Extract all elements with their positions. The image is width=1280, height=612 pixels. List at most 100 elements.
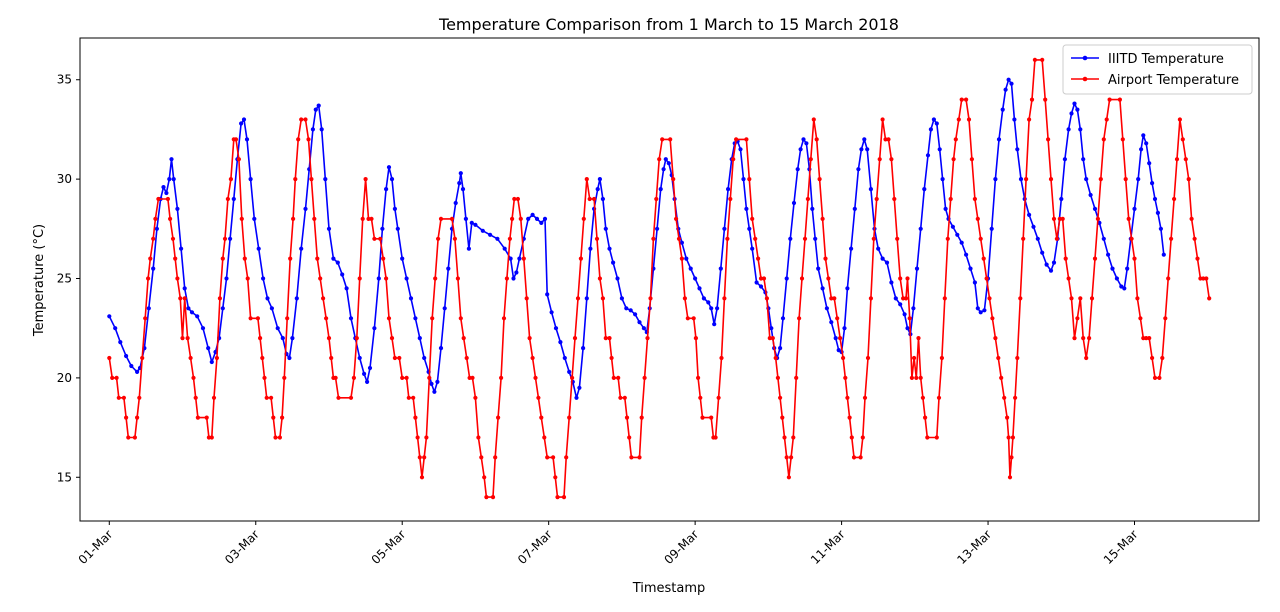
data-point xyxy=(233,137,239,142)
data-point xyxy=(365,379,370,384)
data-point xyxy=(808,157,813,162)
data-point xyxy=(419,475,425,480)
data-point xyxy=(845,395,850,400)
data-point xyxy=(508,256,513,261)
data-point xyxy=(135,369,140,374)
data-point xyxy=(408,296,414,301)
legend-marker xyxy=(1082,76,1088,82)
data-point xyxy=(1010,435,1016,440)
data-point xyxy=(309,177,314,182)
data-point xyxy=(679,256,685,261)
data-point xyxy=(1155,210,1160,215)
data-point xyxy=(499,375,504,380)
data-point xyxy=(1003,87,1008,92)
data-point xyxy=(404,375,409,380)
data-point xyxy=(835,316,840,321)
data-point xyxy=(750,246,755,251)
data-point xyxy=(427,375,432,380)
data-point xyxy=(564,455,569,460)
data-point xyxy=(1132,206,1137,211)
data-point xyxy=(981,256,986,261)
x-tick-label: 03-Mar xyxy=(222,527,262,567)
data-point xyxy=(261,276,266,281)
data-point xyxy=(701,296,707,301)
data-point xyxy=(161,185,166,190)
data-point xyxy=(299,246,304,251)
data-point xyxy=(323,177,328,182)
data-point xyxy=(858,455,863,460)
plot-area xyxy=(79,37,1260,522)
data-point xyxy=(285,316,290,321)
data-point xyxy=(417,336,422,341)
data-point xyxy=(553,475,558,480)
data-point xyxy=(592,196,597,202)
data-point xyxy=(509,216,515,221)
data-point xyxy=(185,336,190,341)
data-point xyxy=(1081,157,1086,162)
data-point xyxy=(137,395,142,400)
data-point xyxy=(1021,236,1026,241)
x-tick-label: 05-Mar xyxy=(369,527,409,567)
y-axis: 15 20 25 30 35 xyxy=(57,73,80,484)
data-point xyxy=(942,296,947,301)
data-point xyxy=(833,336,838,341)
data-point xyxy=(455,276,460,281)
data-point xyxy=(889,280,894,285)
data-point xyxy=(898,302,903,307)
data-point xyxy=(697,286,702,291)
data-point xyxy=(310,127,315,132)
data-point xyxy=(584,296,589,301)
data-point xyxy=(1066,276,1071,281)
data-point xyxy=(534,216,540,221)
data-point xyxy=(789,455,794,460)
data-point xyxy=(987,296,992,301)
data-point xyxy=(1092,256,1098,261)
data-point xyxy=(551,455,556,460)
data-point xyxy=(555,495,560,500)
data-point xyxy=(248,316,253,321)
data-point xyxy=(769,326,774,331)
data-point xyxy=(151,266,156,271)
data-point xyxy=(539,220,544,225)
data-point xyxy=(146,276,151,281)
data-point xyxy=(126,435,131,440)
data-point xyxy=(637,455,642,460)
data-point xyxy=(791,435,796,440)
data-point xyxy=(107,314,112,319)
data-point xyxy=(1104,117,1109,122)
data-point xyxy=(852,206,857,211)
data-point xyxy=(1138,316,1143,321)
data-point xyxy=(530,212,535,217)
data-point xyxy=(829,320,834,325)
data-point xyxy=(951,157,956,162)
data-point xyxy=(832,296,837,301)
data-point xyxy=(611,260,616,265)
data-point xyxy=(639,415,644,420)
data-point xyxy=(770,336,775,341)
data-point xyxy=(1046,137,1051,142)
data-point xyxy=(666,161,671,166)
data-point xyxy=(542,435,547,440)
data-point xyxy=(236,157,241,162)
data-point xyxy=(1018,296,1023,301)
data-point xyxy=(943,206,948,211)
data-point xyxy=(725,236,730,241)
data-point xyxy=(1087,336,1092,341)
data-point xyxy=(883,137,888,142)
data-point xyxy=(312,216,317,221)
data-point xyxy=(691,316,696,321)
data-point xyxy=(1078,127,1083,132)
data-point xyxy=(820,216,825,221)
data-point xyxy=(222,236,228,241)
data-point xyxy=(845,286,850,291)
data-point xyxy=(668,137,673,142)
data-point xyxy=(937,147,942,152)
x-tick-label: 01-Mar xyxy=(76,527,116,567)
data-point xyxy=(493,455,498,460)
data-point xyxy=(458,316,463,321)
data-point xyxy=(473,222,478,227)
data-point xyxy=(572,336,578,341)
data-point xyxy=(969,157,975,162)
data-point xyxy=(260,355,265,361)
data-point xyxy=(533,375,538,380)
